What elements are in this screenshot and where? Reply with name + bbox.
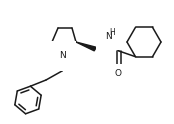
- Polygon shape: [76, 42, 96, 51]
- Text: H: H: [109, 28, 115, 37]
- Text: O: O: [114, 69, 121, 78]
- Text: N: N: [59, 51, 65, 61]
- Text: N: N: [105, 32, 111, 41]
